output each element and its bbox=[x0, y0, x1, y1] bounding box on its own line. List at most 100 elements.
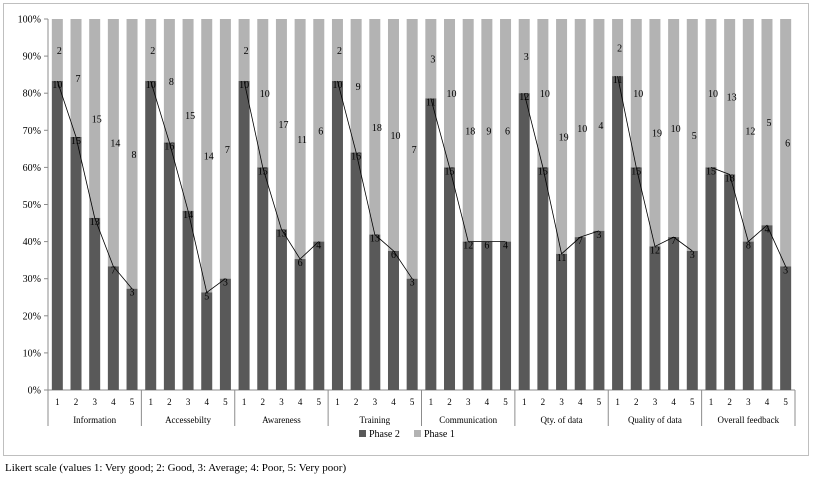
phase2-line bbox=[56, 80, 133, 289]
x-tick-label: 1 bbox=[148, 397, 153, 407]
data-label-phase2: 3 bbox=[130, 288, 135, 299]
bar-phase2 bbox=[406, 278, 418, 390]
x-tick-label: 2 bbox=[541, 397, 546, 407]
bar-phase2 bbox=[444, 167, 456, 390]
x-tick-label: 5 bbox=[410, 397, 415, 407]
bar-phase2 bbox=[630, 167, 642, 390]
bar-phase2 bbox=[537, 167, 549, 390]
stacked-bar-chart: 0%10%20%30%40%50%60%70%80%90%100%1021157… bbox=[18, 15, 796, 440]
legend-label-phase2: Phase 2 bbox=[369, 429, 400, 440]
y-tick-label: 30% bbox=[23, 274, 41, 285]
data-label-phase2: 10 bbox=[52, 80, 62, 91]
bar-phase2 bbox=[556, 253, 568, 390]
data-label-phase2: 8 bbox=[746, 241, 751, 252]
chart-frame: 0% 10% 20% 30% 40% 50% 60% 70% 80% 90% 100% 10 2 1 15 7… bbox=[3, 3, 809, 456]
data-label-phase1: 10 bbox=[671, 124, 681, 135]
data-label-phase1: 6 bbox=[505, 126, 510, 137]
group-label: Qty. of data bbox=[540, 415, 582, 425]
data-label-phase1: 19 bbox=[652, 129, 662, 140]
bar-phase2 bbox=[89, 217, 101, 390]
bar-phase2 bbox=[686, 250, 698, 390]
bar-phase1 bbox=[350, 19, 362, 153]
y-tick-label: 100% bbox=[18, 15, 41, 26]
data-label-phase1: 4 bbox=[598, 121, 603, 132]
bar-phase1 bbox=[705, 19, 717, 168]
data-label-phase1: 11 bbox=[297, 135, 307, 146]
data-label-phase2: 12 bbox=[463, 241, 473, 252]
bar-phase2 bbox=[649, 246, 661, 390]
bar-phase1 bbox=[537, 19, 549, 168]
data-label-phase2: 11 bbox=[613, 75, 623, 86]
data-label-phase1: 2 bbox=[150, 46, 155, 57]
data-label-phase1: 5 bbox=[692, 131, 697, 142]
bar-phase2 bbox=[163, 142, 175, 390]
bar-phase2 bbox=[275, 229, 287, 390]
x-tick-label: 4 bbox=[391, 397, 396, 407]
x-tick-label: 3 bbox=[746, 397, 751, 407]
bar-phase1 bbox=[761, 19, 773, 226]
x-tick-label: 5 bbox=[223, 397, 228, 407]
bar-phase1 bbox=[444, 19, 456, 168]
bar-phase2 bbox=[70, 136, 82, 390]
data-label-phase2: 15 bbox=[258, 166, 268, 177]
data-label-phase2: 7 bbox=[671, 236, 676, 247]
group-label: Quality of data bbox=[628, 415, 682, 425]
x-tick-label: 4 bbox=[765, 397, 770, 407]
bar-phase1 bbox=[574, 19, 586, 238]
y-tick-label: 90% bbox=[23, 52, 41, 63]
data-label-phase2: 4 bbox=[764, 224, 769, 235]
data-label-phase1: 10 bbox=[540, 89, 550, 100]
phase2-line bbox=[617, 76, 693, 252]
y-tick-label: 10% bbox=[23, 348, 41, 359]
bar-phase2 bbox=[257, 167, 269, 390]
data-label-phase2: 14 bbox=[183, 210, 193, 221]
bar-phase2 bbox=[425, 98, 437, 391]
data-label-phase2: 6 bbox=[298, 258, 303, 269]
x-tick-label: 4 bbox=[204, 397, 209, 407]
bar-phase1 bbox=[780, 19, 792, 267]
bar-phase1 bbox=[126, 19, 138, 289]
bar-phase1 bbox=[201, 19, 213, 293]
data-label-phase1: 10 bbox=[390, 131, 400, 142]
bar-phase2 bbox=[593, 230, 605, 390]
x-tick-label: 3 bbox=[92, 397, 97, 407]
x-tick-label: 5 bbox=[317, 397, 322, 407]
data-label-phase1: 13 bbox=[727, 93, 737, 104]
data-label-phase1: 15 bbox=[185, 111, 195, 122]
data-label-phase1: 19 bbox=[559, 132, 569, 143]
y-tick-label: 0% bbox=[28, 386, 41, 397]
bar-phase1 bbox=[163, 19, 175, 143]
bar-phase2 bbox=[724, 174, 736, 390]
data-label-phase2: 11 bbox=[426, 97, 436, 108]
bar-phase1 bbox=[369, 19, 381, 235]
data-label-phase2: 18 bbox=[725, 173, 735, 184]
data-label-phase2: 3 bbox=[783, 265, 788, 276]
bar-phase1 bbox=[275, 19, 287, 230]
x-tick-label: 2 bbox=[74, 397, 79, 407]
phase2-line bbox=[523, 93, 600, 255]
legend-swatch-phase1 bbox=[414, 430, 421, 437]
bar-phase2 bbox=[331, 80, 343, 390]
group-label: Training bbox=[359, 415, 390, 425]
phase2-line bbox=[430, 98, 506, 243]
x-tick-label: 4 bbox=[671, 397, 676, 407]
data-label-phase2: 15 bbox=[631, 166, 641, 177]
data-label-phase2: 16 bbox=[164, 142, 174, 153]
bar-phase1 bbox=[668, 19, 680, 238]
data-label-phase2: 12 bbox=[519, 92, 529, 103]
x-tick-label: 3 bbox=[279, 397, 284, 407]
bar-phase1 bbox=[593, 19, 605, 231]
group-label: Information bbox=[73, 415, 116, 425]
data-label-phase1: 6 bbox=[785, 139, 790, 150]
bar-phase1 bbox=[70, 19, 82, 137]
data-label-phase2: 13 bbox=[276, 228, 286, 239]
data-label-phase1: 7 bbox=[76, 74, 81, 85]
bar-phase1 bbox=[556, 19, 568, 254]
bar-phase2 bbox=[574, 237, 586, 390]
bar-phase2 bbox=[387, 250, 399, 390]
phase2-line bbox=[710, 167, 787, 267]
bar-phase1 bbox=[686, 19, 698, 251]
bar-phase1 bbox=[219, 19, 231, 279]
phase2-line bbox=[337, 80, 413, 279]
bar-phase1 bbox=[51, 19, 63, 81]
